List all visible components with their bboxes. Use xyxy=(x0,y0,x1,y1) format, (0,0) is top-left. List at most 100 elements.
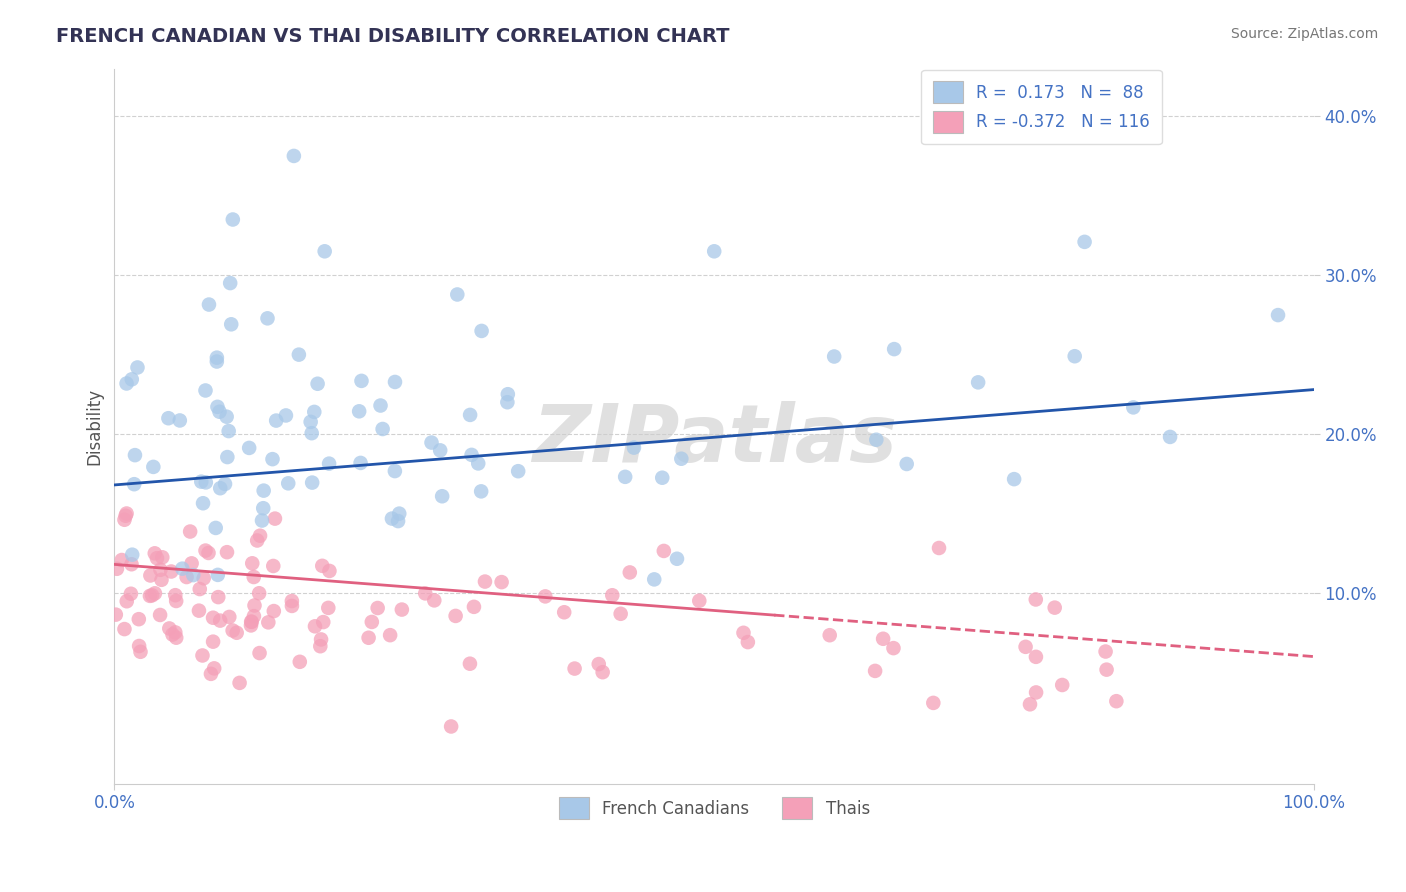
Point xyxy=(146,551,169,566)
Point xyxy=(883,342,905,356)
Point xyxy=(222,212,245,227)
Point xyxy=(458,657,481,671)
Point xyxy=(623,441,645,455)
Point xyxy=(169,413,191,427)
Point xyxy=(619,566,641,580)
Point xyxy=(263,604,285,618)
Point xyxy=(165,625,187,640)
Point xyxy=(252,501,274,516)
Point xyxy=(243,609,266,624)
Point xyxy=(283,149,305,163)
Point xyxy=(1019,698,1042,712)
Point xyxy=(387,514,409,528)
Point xyxy=(299,415,322,429)
Point xyxy=(872,632,894,646)
Point xyxy=(474,574,496,589)
Point xyxy=(121,372,143,386)
Point xyxy=(922,696,945,710)
Point xyxy=(218,424,240,438)
Point xyxy=(256,311,278,326)
Point xyxy=(143,546,166,560)
Point xyxy=(1014,640,1036,654)
Point xyxy=(588,657,610,671)
Point xyxy=(180,557,202,571)
Point xyxy=(202,611,225,625)
Point xyxy=(228,676,250,690)
Point xyxy=(217,450,239,464)
Point xyxy=(1025,685,1047,699)
Point xyxy=(614,470,637,484)
Point xyxy=(225,625,247,640)
Point xyxy=(240,557,263,571)
Point xyxy=(967,376,990,390)
Point xyxy=(1095,663,1118,677)
Point xyxy=(564,662,586,676)
Point xyxy=(665,551,688,566)
Point xyxy=(238,441,260,455)
Point xyxy=(301,475,323,490)
Point xyxy=(446,287,468,301)
Point xyxy=(304,619,326,633)
Point xyxy=(194,384,217,398)
Point xyxy=(381,511,404,525)
Point xyxy=(600,588,623,602)
Point xyxy=(277,476,299,491)
Point xyxy=(471,324,494,338)
Point xyxy=(187,604,209,618)
Text: Source: ZipAtlas.com: Source: ZipAtlas.com xyxy=(1230,27,1378,41)
Point xyxy=(733,625,755,640)
Point xyxy=(1159,430,1181,444)
Point xyxy=(491,575,513,590)
Point xyxy=(671,451,693,466)
Point xyxy=(207,400,229,414)
Point xyxy=(207,567,229,582)
Point xyxy=(160,565,183,579)
Point xyxy=(115,507,138,521)
Point xyxy=(430,489,453,503)
Point xyxy=(240,615,263,629)
Point xyxy=(928,541,950,555)
Point xyxy=(197,546,219,560)
Point xyxy=(128,612,150,626)
Point xyxy=(1122,401,1144,415)
Point xyxy=(440,719,463,733)
Point xyxy=(318,600,340,615)
Point xyxy=(1050,678,1073,692)
Point xyxy=(347,404,370,418)
Point xyxy=(204,521,226,535)
Point xyxy=(1105,694,1128,708)
Point xyxy=(172,562,194,576)
Point xyxy=(121,558,143,572)
Y-axis label: Disability: Disability xyxy=(86,387,103,465)
Point xyxy=(281,594,304,608)
Point xyxy=(609,607,631,621)
Point xyxy=(208,405,231,419)
Legend: French Canadians, Thais: French Canadians, Thais xyxy=(553,790,876,825)
Point xyxy=(467,457,489,471)
Point xyxy=(262,452,284,467)
Point xyxy=(240,615,263,629)
Point xyxy=(150,550,173,565)
Point xyxy=(193,571,215,585)
Point xyxy=(240,618,263,632)
Point xyxy=(200,666,222,681)
Point xyxy=(384,375,406,389)
Point xyxy=(207,590,229,604)
Point xyxy=(429,443,451,458)
Point xyxy=(149,563,172,577)
Point xyxy=(281,599,304,613)
Point xyxy=(188,582,211,596)
Point xyxy=(114,508,136,523)
Point xyxy=(157,622,180,636)
Point xyxy=(553,605,575,619)
Point xyxy=(652,544,675,558)
Point xyxy=(688,594,710,608)
Point xyxy=(391,602,413,616)
Point xyxy=(863,664,886,678)
Point xyxy=(274,409,297,423)
Point xyxy=(149,607,172,622)
Point xyxy=(262,559,284,574)
Point xyxy=(350,374,373,388)
Point xyxy=(651,471,673,485)
Point xyxy=(1063,349,1085,363)
